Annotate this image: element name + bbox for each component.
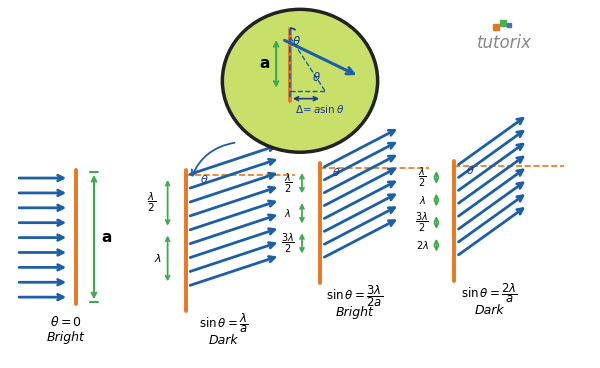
Text: $\lambda$: $\lambda$: [284, 207, 292, 219]
Text: $\theta$: $\theta$: [332, 166, 340, 178]
Text: $\lambda$: $\lambda$: [419, 194, 426, 206]
Text: $\theta$: $\theta$: [292, 35, 301, 48]
Text: $\dfrac{\lambda}{2}$: $\dfrac{\lambda}{2}$: [418, 166, 427, 189]
Text: $\theta$: $\theta$: [200, 173, 209, 185]
Text: $\sin\theta= \dfrac{\lambda}{a}$: $\sin\theta= \dfrac{\lambda}{a}$: [199, 311, 248, 335]
Text: $\theta$: $\theta$: [466, 164, 475, 176]
Text: Bright: Bright: [47, 331, 85, 344]
Text: $\theta = 0$: $\theta = 0$: [50, 315, 82, 329]
Text: a: a: [259, 56, 269, 71]
Text: Bright: Bright: [336, 306, 374, 319]
Text: $\theta$: $\theta$: [312, 71, 321, 84]
Text: Dark: Dark: [475, 304, 504, 317]
Text: $\sin\theta= \dfrac{3\lambda}{2a}$: $\sin\theta= \dfrac{3\lambda}{2a}$: [326, 284, 383, 309]
Ellipse shape: [223, 9, 377, 152]
Text: $\dfrac{\lambda}{2}$: $\dfrac{\lambda}{2}$: [147, 191, 156, 215]
Text: $2\lambda$: $2\lambda$: [416, 239, 429, 251]
Text: $\sin\theta= \dfrac{2\lambda}{a}$: $\sin\theta= \dfrac{2\lambda}{a}$: [461, 282, 518, 305]
Text: $\Delta\!= a\sin\theta$: $\Delta\!= a\sin\theta$: [295, 103, 344, 114]
Text: Dark: Dark: [209, 334, 238, 347]
Text: $\dfrac{\lambda}{2}$: $\dfrac{\lambda}{2}$: [284, 171, 292, 195]
Text: tutorix: tutorix: [476, 34, 532, 52]
Text: $\dfrac{3\lambda}{2}$: $\dfrac{3\lambda}{2}$: [415, 211, 430, 234]
Text: $\dfrac{3\lambda}{2}$: $\dfrac{3\lambda}{2}$: [281, 232, 295, 255]
Text: a: a: [101, 230, 112, 245]
Text: $\lambda$: $\lambda$: [154, 252, 161, 265]
